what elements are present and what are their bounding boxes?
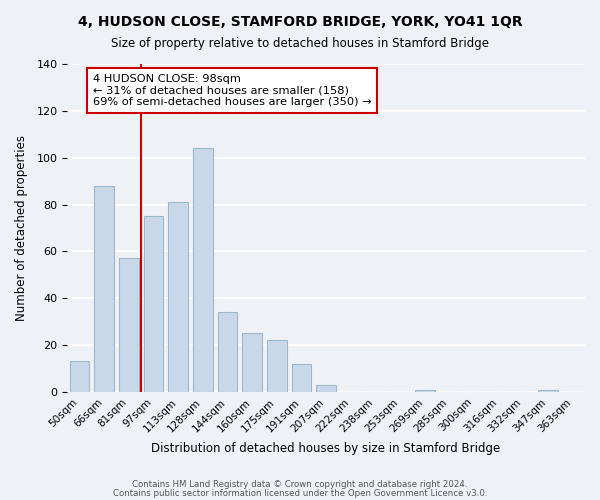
Text: 4 HUDSON CLOSE: 98sqm
← 31% of detached houses are smaller (158)
69% of semi-det: 4 HUDSON CLOSE: 98sqm ← 31% of detached …: [93, 74, 371, 107]
Bar: [70, 362, 89, 392]
Text: Size of property relative to detached houses in Stamford Bridge: Size of property relative to detached ho…: [111, 38, 489, 51]
Bar: [143, 216, 163, 392]
Bar: [242, 334, 262, 392]
Text: Contains public sector information licensed under the Open Government Licence v3: Contains public sector information licen…: [113, 488, 487, 498]
Bar: [119, 258, 139, 392]
Bar: [193, 148, 212, 392]
Bar: [94, 186, 114, 392]
Bar: [538, 390, 558, 392]
Bar: [316, 385, 336, 392]
Bar: [168, 202, 188, 392]
Bar: [415, 390, 434, 392]
Bar: [218, 312, 238, 392]
Y-axis label: Number of detached properties: Number of detached properties: [15, 135, 28, 321]
Text: 4, HUDSON CLOSE, STAMFORD BRIDGE, YORK, YO41 1QR: 4, HUDSON CLOSE, STAMFORD BRIDGE, YORK, …: [77, 15, 523, 29]
X-axis label: Distribution of detached houses by size in Stamford Bridge: Distribution of detached houses by size …: [151, 442, 501, 455]
Bar: [267, 340, 287, 392]
Text: Contains HM Land Registry data © Crown copyright and database right 2024.: Contains HM Land Registry data © Crown c…: [132, 480, 468, 489]
Bar: [292, 364, 311, 392]
